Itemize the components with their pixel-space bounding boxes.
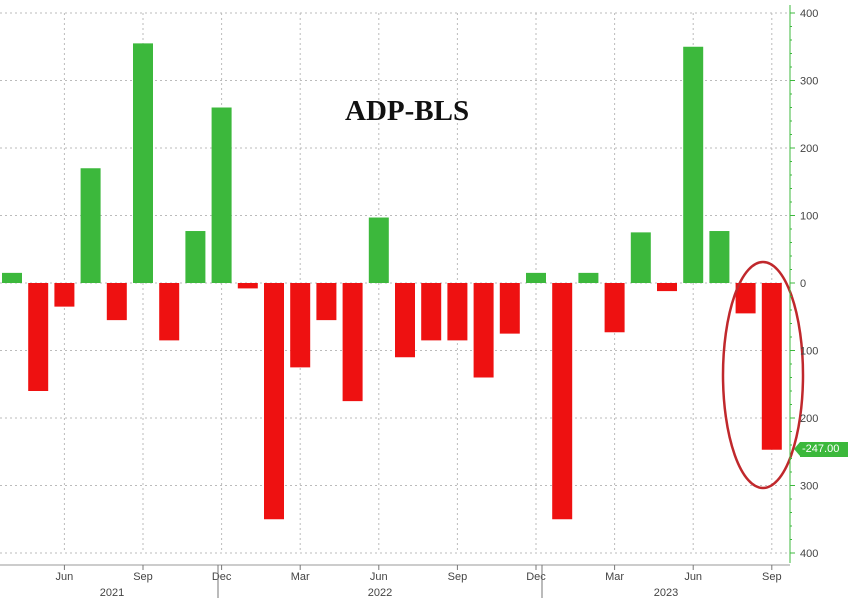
x-tick-label: Mar [291, 571, 310, 583]
bar [709, 231, 730, 283]
year-label: 2021 [100, 587, 124, 598]
x-tick-label: Jun [684, 571, 702, 583]
bar [473, 283, 494, 378]
x-tick-label: Jun [56, 571, 74, 583]
y-tick-label: 400 [800, 8, 818, 20]
bar [264, 283, 284, 520]
y-tick-label: 300 [800, 481, 818, 493]
bar [395, 283, 415, 358]
bar [28, 283, 49, 391]
bar [761, 283, 782, 450]
y-tick-label: 400 [800, 548, 818, 560]
bar [526, 272, 546, 283]
bar [447, 283, 468, 341]
y-tick-label: 200 [800, 143, 818, 155]
bar [159, 283, 180, 341]
x-tick-label: Sep [133, 571, 153, 583]
x-tick-label: Sep [448, 571, 468, 583]
year-label: 2022 [368, 587, 392, 598]
x-tick-label: Mar [605, 571, 624, 583]
x-tick-label: Dec [212, 571, 232, 583]
bar [499, 283, 520, 334]
bar [368, 217, 389, 283]
bar [578, 272, 599, 283]
bar [342, 283, 363, 402]
y-tick-label: 100 [800, 211, 818, 223]
chart-title: ADP-BLS [345, 95, 470, 127]
bar [185, 231, 206, 283]
bar [237, 283, 258, 289]
bar [735, 283, 756, 314]
x-tick-label: Dec [526, 571, 546, 583]
highlight-ellipse [721, 260, 805, 490]
y-tick-label: 300 [800, 76, 818, 88]
bar [604, 283, 625, 333]
bar [2, 272, 22, 283]
x-tick-label: Jun [370, 571, 388, 583]
bar [54, 283, 75, 307]
y-tick-label: 0 [800, 278, 806, 290]
last-value-label: -247.00 [794, 442, 848, 457]
y-tick-label: 100 [800, 346, 818, 358]
y-tick-label: 200 [800, 413, 818, 425]
bar [630, 232, 651, 283]
bar [133, 43, 153, 283]
bar [211, 107, 232, 283]
bar [657, 283, 677, 292]
year-label: 2023 [654, 587, 678, 598]
bar [316, 283, 337, 321]
bar [80, 168, 101, 283]
bar [552, 283, 573, 520]
bar [106, 283, 127, 321]
bar [290, 283, 311, 368]
bar [421, 283, 442, 341]
x-tick-label: Sep [762, 571, 782, 583]
bar [683, 46, 704, 283]
